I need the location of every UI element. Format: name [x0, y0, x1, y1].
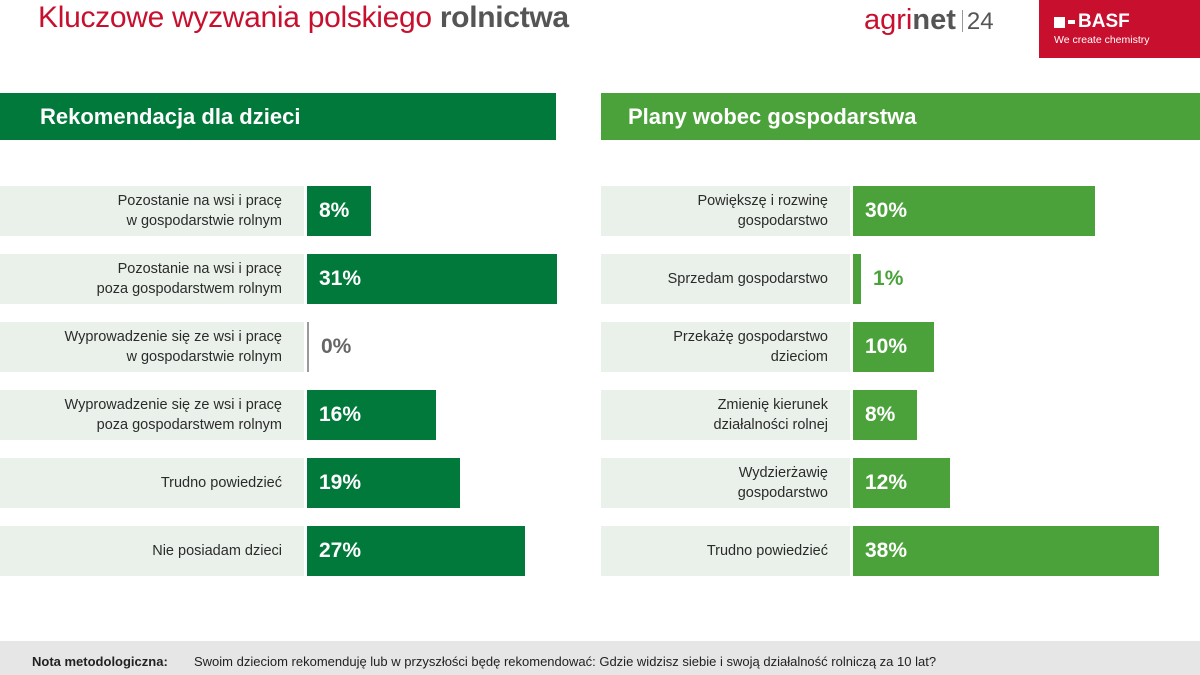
agrinet-logo-net: net: [912, 4, 956, 36]
right-bar-row: Zmienię kierunek działalności rolnej 8%: [0, 390, 1200, 440]
basf-dash-icon: [1068, 20, 1075, 24]
right-category-label: Zmienię kierunek działalności rolnej: [601, 390, 850, 440]
right-data-label: 10%: [865, 335, 908, 358]
left-bar-row: Wyprowadzenie się ze wsi i pracę w gospo…: [0, 322, 1200, 372]
right-category-label-text: Wydzierżawię gospodarstwo: [737, 465, 828, 501]
agrinet-logo-separator: [961, 10, 963, 32]
left-category-label: Wyprowadzenie się ze wsi i pracę poza go…: [0, 390, 304, 440]
left-bar-row: Wyprowadzenie się ze wsi i pracę poza go…: [0, 390, 1200, 440]
title-bold: rolnictwa: [439, 1, 569, 34]
left-category-label: Pozostanie na wsi i pracę w gospodarstwi…: [0, 186, 304, 236]
right-bar-row: Przekażę gospodarstwo dzieciom 10%: [0, 322, 1200, 372]
left-data-label: 19%: [319, 471, 362, 494]
left-bar: [307, 322, 309, 372]
right-data-label: 38%: [865, 539, 908, 562]
right-bar-row: Wydzierżawię gospodarstwo 12%: [0, 458, 1200, 508]
right-category-label: Przekażę gospodarstwo dzieciom: [601, 322, 850, 372]
basf-logo: BASF We create chemistry: [1039, 0, 1200, 58]
agrinet-logo-agri: agri: [864, 4, 913, 36]
left-bar: [307, 254, 557, 304]
left-bar-row: Trudno powiedzieć 19%: [0, 458, 1200, 508]
left-category-label: Trudno powiedzieć: [0, 458, 304, 508]
methodology-note-text: Swoim dzieciom rekomenduję lub w przyszł…: [194, 654, 937, 669]
left-chart-title: Rekomendacja dla dzieci: [0, 93, 556, 140]
right-category-label: Sprzedam gospodarstwo: [601, 254, 850, 304]
left-category-label-text: Pozostanie na wsi i pracę w gospodarstwi…: [117, 193, 282, 229]
right-category-label-text: Przekażę gospodarstwo dzieciom: [673, 329, 828, 365]
left-data-label: 16%: [319, 403, 362, 426]
methodology-note-label: Nota metodologiczna:: [32, 654, 168, 669]
right-category-label-text: Zmienię kierunek działalności rolnej: [713, 397, 828, 433]
left-bar: [307, 390, 436, 440]
left-category-label-text: Wyprowadzenie się ze wsi i pracę w gospo…: [64, 329, 282, 365]
left-category-label: Pozostanie na wsi i pracę poza gospodars…: [0, 254, 304, 304]
left-category-label-text: Nie posiadam dzieci: [152, 543, 282, 559]
basf-logo-tagline: We create chemistry: [1054, 34, 1150, 46]
agrinet-logo-number: 24: [966, 8, 994, 35]
right-data-label: 12%: [865, 471, 908, 494]
left-bar: [307, 458, 461, 508]
left-data-label: 8%: [319, 199, 350, 222]
right-category-label: Powiększę i rozwinę gospodarstwo: [601, 186, 850, 236]
agrinet-logo: agrinet 24: [864, 2, 994, 38]
left-bar-row: Nie posiadam dzieci 27%: [0, 526, 1200, 576]
right-bar: [853, 458, 950, 508]
basf-logo-name: BASF: [1078, 11, 1130, 32]
left-data-label: 27%: [319, 539, 362, 562]
right-category-label-text: Trudno powiedzieć: [706, 543, 828, 559]
left-data-label: 31%: [319, 267, 362, 290]
basf-square-icon: [1054, 16, 1065, 28]
basf-logo-mark: BASF: [1054, 12, 1130, 32]
page-title: Kluczowe wyzwania polskiego rolnictwa: [38, 0, 569, 36]
left-category-label-text: Wyprowadzenie się ze wsi i pracę poza go…: [64, 397, 282, 433]
right-data-label: 1%: [873, 267, 904, 290]
left-category-label-text: Trudno powiedzieć: [160, 475, 282, 491]
right-bar-row: Sprzedam gospodarstwo 1%: [0, 254, 1200, 304]
left-bar: [307, 186, 372, 236]
right-category-label-text: Sprzedam gospodarstwo: [667, 271, 828, 287]
left-bar-row: Pozostanie na wsi i pracę poza gospodars…: [0, 254, 1200, 304]
left-bar-row: Pozostanie na wsi i pracę w gospodarstwi…: [0, 186, 1200, 236]
right-bar-row: Trudno powiedzieć 38%: [0, 526, 1200, 576]
title-regular: Kluczowe wyzwania polskiego: [38, 1, 440, 34]
methodology-note: Nota metodologiczna: Swoim dzieciom reko…: [0, 641, 1200, 675]
right-bar-row: Powiększę i rozwinę gospodarstwo 30%: [0, 186, 1200, 236]
left-category-label-text: Pozostanie na wsi i pracę poza gospodars…: [96, 261, 282, 297]
right-category-label-text: Powiększę i rozwinę gospodarstwo: [697, 193, 828, 229]
right-bar: [853, 186, 1095, 236]
right-data-label: 30%: [865, 199, 908, 222]
left-bar: [307, 526, 525, 576]
right-category-label: Trudno powiedzieć: [601, 526, 850, 576]
right-bar: [853, 254, 862, 304]
left-category-label: Nie posiadam dzieci: [0, 526, 304, 576]
right-bar: [853, 390, 918, 440]
right-category-label: Wydzierżawię gospodarstwo: [601, 458, 850, 508]
left-category-label: Wyprowadzenie się ze wsi i pracę w gospo…: [0, 322, 304, 372]
right-data-label: 8%: [865, 403, 896, 426]
right-chart-title: Plany wobec gospodarstwa: [601, 93, 1200, 140]
left-data-label: 0%: [321, 335, 352, 358]
right-bar: [853, 322, 934, 372]
right-bar: [853, 526, 1160, 576]
